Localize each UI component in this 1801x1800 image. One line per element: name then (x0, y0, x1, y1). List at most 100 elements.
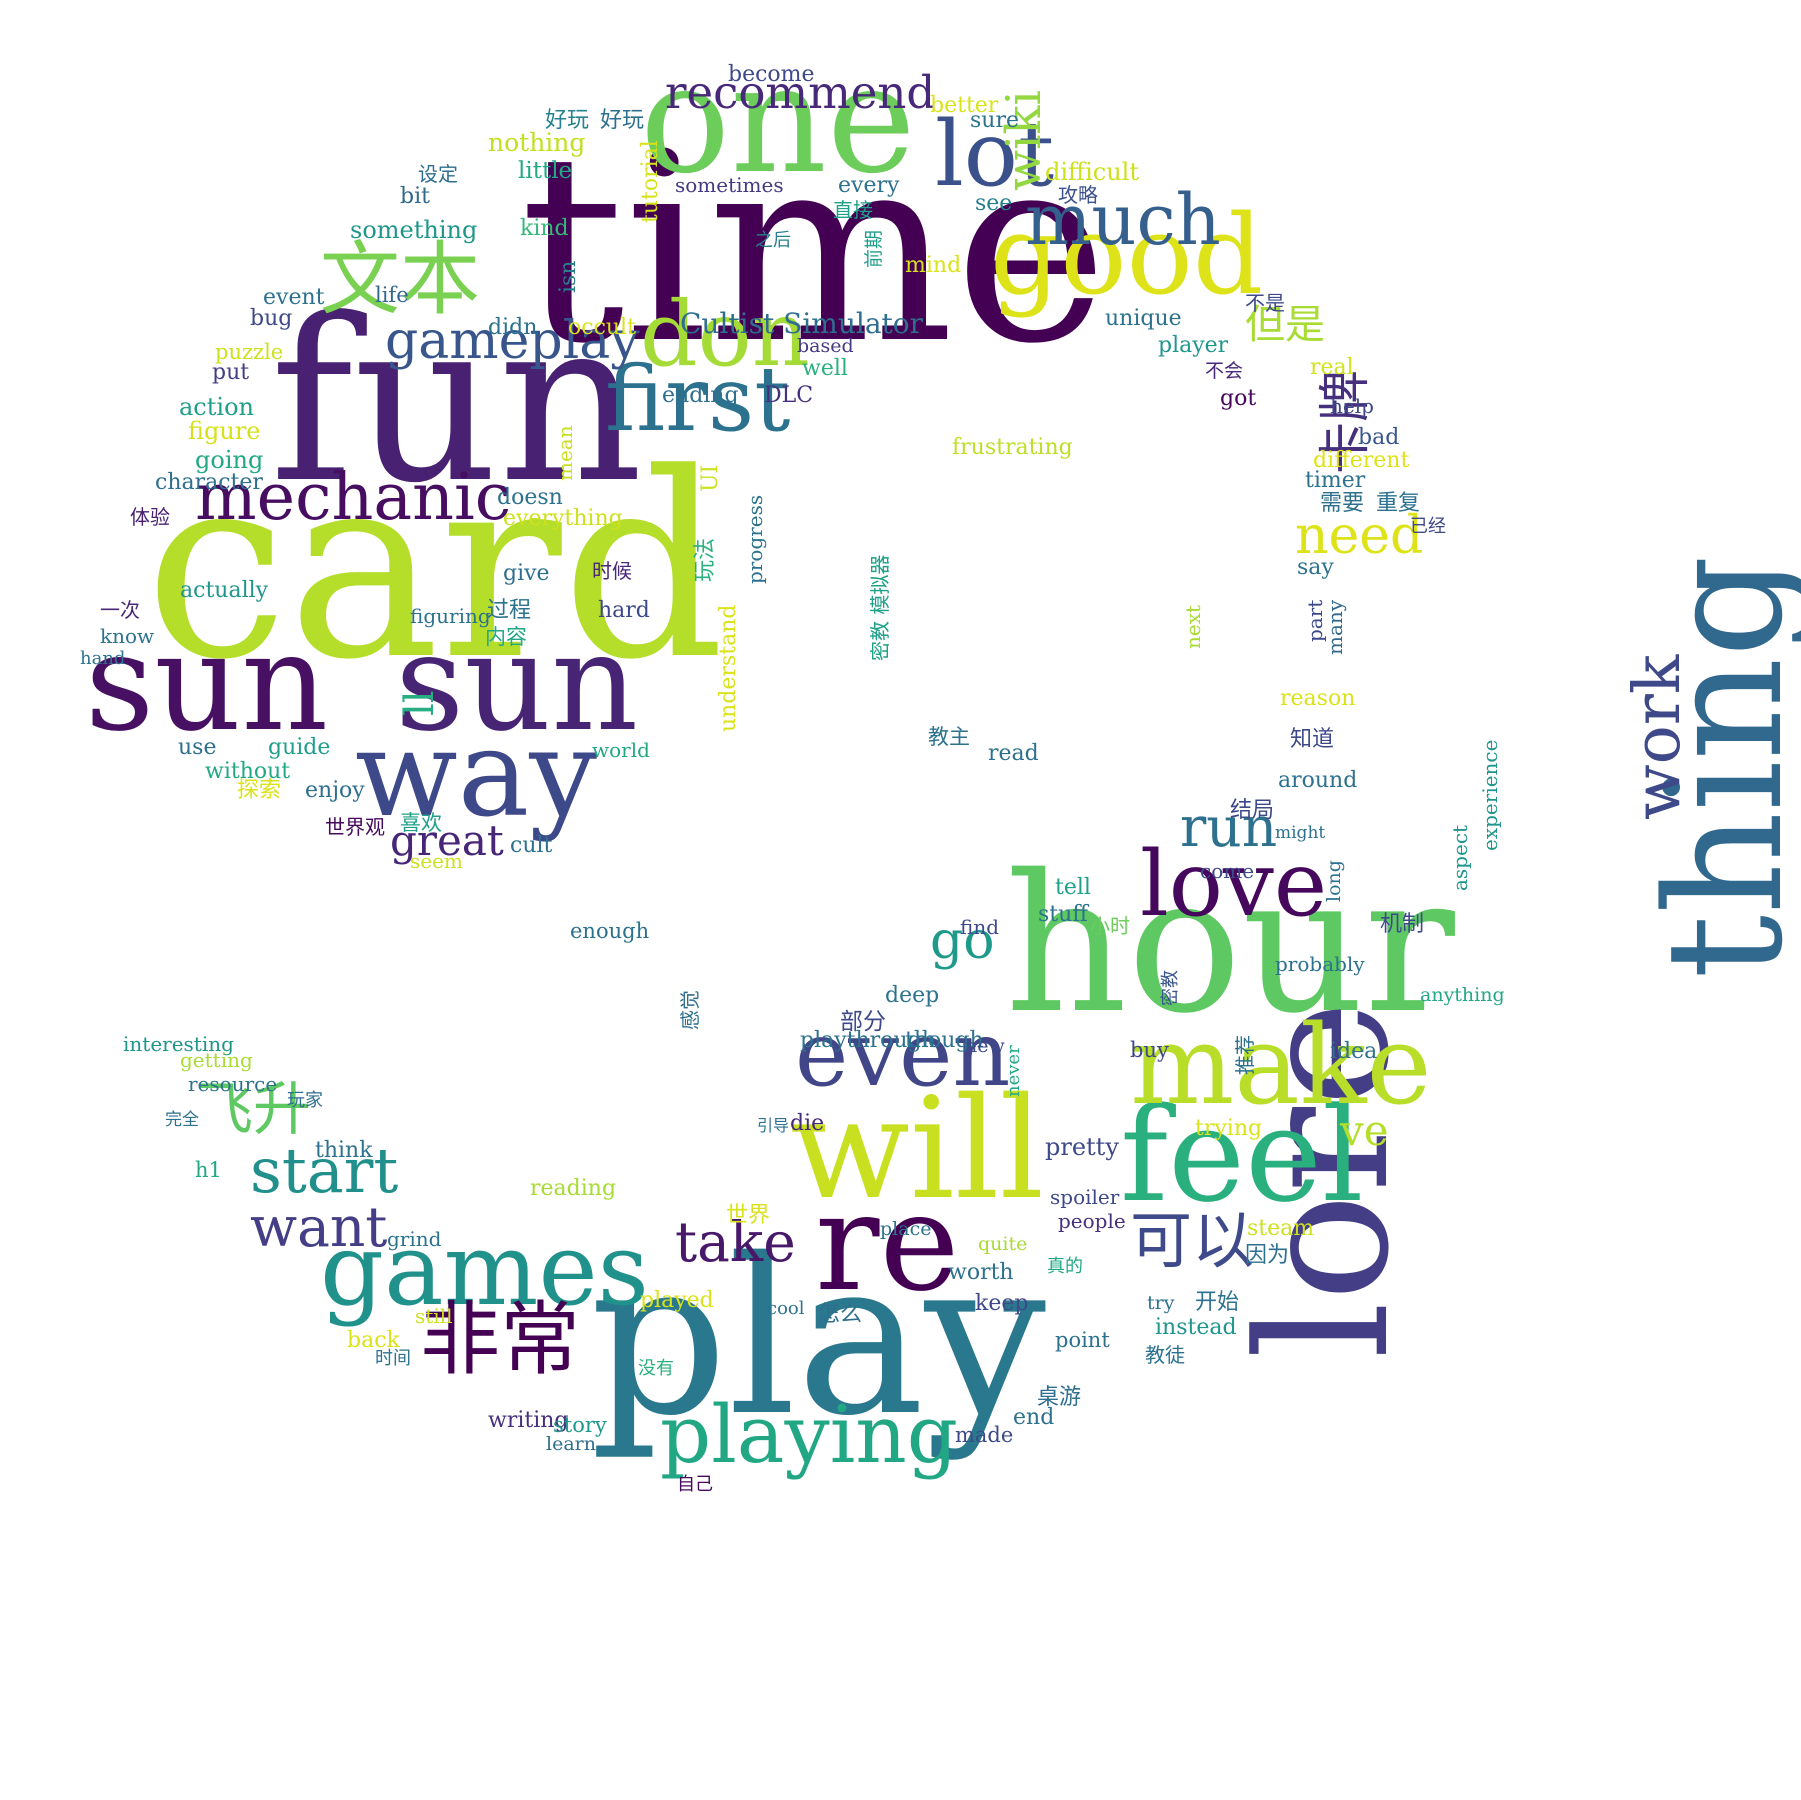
word-14: re (815, 1164, 960, 1321)
word-175: steam (1247, 1216, 1315, 1241)
word-64: 前期 (863, 230, 885, 269)
word-106: say (1297, 555, 1334, 580)
word-155: though (905, 1028, 984, 1053)
word-49: 好玩 (600, 108, 645, 133)
word-116: know (100, 624, 155, 648)
word-110: 一次 (100, 598, 140, 622)
word-146: probably (1275, 952, 1365, 976)
word-12: will (790, 1068, 1045, 1231)
word-193: 没有 (638, 1358, 674, 1379)
word-34: want (250, 1195, 388, 1259)
word-148: deep (885, 983, 940, 1008)
word-145: 机制 (1380, 912, 1425, 937)
word-126: without (205, 759, 291, 784)
word-78: well (802, 356, 848, 381)
word-189: back (347, 1328, 400, 1353)
word-17: games (320, 1211, 649, 1328)
word-86: figure (188, 417, 261, 445)
word-154: playthrough (800, 1028, 936, 1053)
word-73: unique (1105, 306, 1182, 331)
word-71: didn (488, 315, 538, 340)
word-133: aspect (1448, 825, 1472, 892)
word-130: enjoy (305, 778, 365, 803)
word-183: 开始 (1195, 1290, 1240, 1315)
word-165: die (790, 1111, 825, 1136)
word-74: puzzle (215, 340, 284, 364)
word-4: sun (395, 604, 639, 761)
word-169: h1 (195, 1158, 222, 1182)
word-188: instead (1155, 1315, 1237, 1340)
word-192: 教徒 (1145, 1343, 1185, 1367)
word-120: 教主 (928, 725, 970, 749)
word-185: still (415, 1304, 453, 1328)
word-66: mind (905, 253, 962, 278)
word-158: idea (1330, 1039, 1378, 1064)
word-160: never (1003, 1045, 1024, 1097)
word-13: feel (1120, 1079, 1364, 1231)
word-181: played (640, 1288, 714, 1313)
word-132: might (1275, 823, 1326, 843)
word-108: understand (716, 605, 741, 733)
word-197: end (1013, 1405, 1055, 1430)
word-162: 玩家 (287, 1090, 323, 1111)
word-163: 完全 (165, 1110, 199, 1130)
word-10: good (990, 191, 1264, 319)
word-176: grind (387, 1227, 442, 1251)
word-107: actually (180, 578, 269, 603)
word-101: 玩法 (693, 538, 718, 583)
word-0: time (520, 99, 1109, 401)
word-131: 结局 (1230, 798, 1275, 823)
word-167: pretty (1045, 1133, 1119, 1161)
word-50: nothing (488, 128, 586, 157)
word-138: come (1200, 859, 1255, 883)
word-173: people (1058, 1209, 1126, 1233)
word-187: 怎么 (818, 1302, 863, 1327)
word-117: 内容 (485, 625, 527, 649)
word-33: run (1180, 795, 1278, 859)
word-69: 不是 (1245, 291, 1285, 315)
word-124: 知道 (1290, 727, 1335, 752)
word-200: 自己 (677, 1474, 713, 1495)
word-21: 文本 (320, 233, 480, 326)
word-26: mechanic (195, 460, 512, 535)
word-58: bit (400, 184, 430, 209)
word-45: become (728, 62, 815, 87)
word-6: hour (1005, 834, 1455, 1055)
word-54: little (518, 158, 573, 184)
word-35: need (1295, 506, 1424, 566)
word-100: 已经 (1410, 516, 1446, 537)
word-161: resource (188, 1072, 278, 1096)
word-16: even (795, 1002, 1011, 1107)
word-68: life (375, 283, 409, 307)
word-118: hand (80, 648, 126, 669)
word-136: cult (510, 833, 553, 858)
word-23: 非常 (420, 1293, 580, 1386)
word-195: writing (488, 1408, 569, 1433)
word-47: sure (970, 108, 1019, 133)
word-151: interesting (123, 1032, 234, 1056)
word-112: 过程 (487, 598, 532, 623)
word-164: 引导 (757, 1116, 790, 1135)
word-18: lot (935, 102, 1055, 207)
word-105: 时候 (592, 559, 632, 583)
word-72: occult (568, 315, 636, 340)
word-63: 之后 (755, 230, 791, 251)
word-119: reason (1280, 686, 1356, 711)
word-198: learn (546, 1433, 596, 1455)
word-104: give (503, 561, 550, 586)
word-25: much (1025, 179, 1221, 261)
word-140: tell (1055, 875, 1091, 900)
word-2: fun (270, 271, 644, 533)
word-103: 密教 模拟器 (868, 555, 892, 662)
word-170: reading (530, 1176, 617, 1201)
word-157: buy (1130, 1038, 1169, 1062)
word-77: put (212, 360, 250, 385)
word-75: based (797, 335, 854, 357)
word-43: ll (397, 690, 443, 716)
word-153: 感觉 (678, 990, 702, 1030)
word-28: gameplay (385, 311, 640, 371)
word-172: 世界 (726, 1203, 771, 1228)
word-48: 好玩 (545, 108, 590, 133)
word-127: experience (1478, 740, 1502, 852)
word-37: wiki (996, 90, 1052, 191)
